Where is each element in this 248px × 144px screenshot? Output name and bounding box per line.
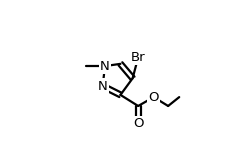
Text: O: O — [133, 117, 143, 130]
Text: Br: Br — [131, 51, 146, 64]
Text: N: N — [98, 79, 108, 93]
Text: N: N — [100, 60, 110, 73]
Text: O: O — [149, 91, 159, 104]
